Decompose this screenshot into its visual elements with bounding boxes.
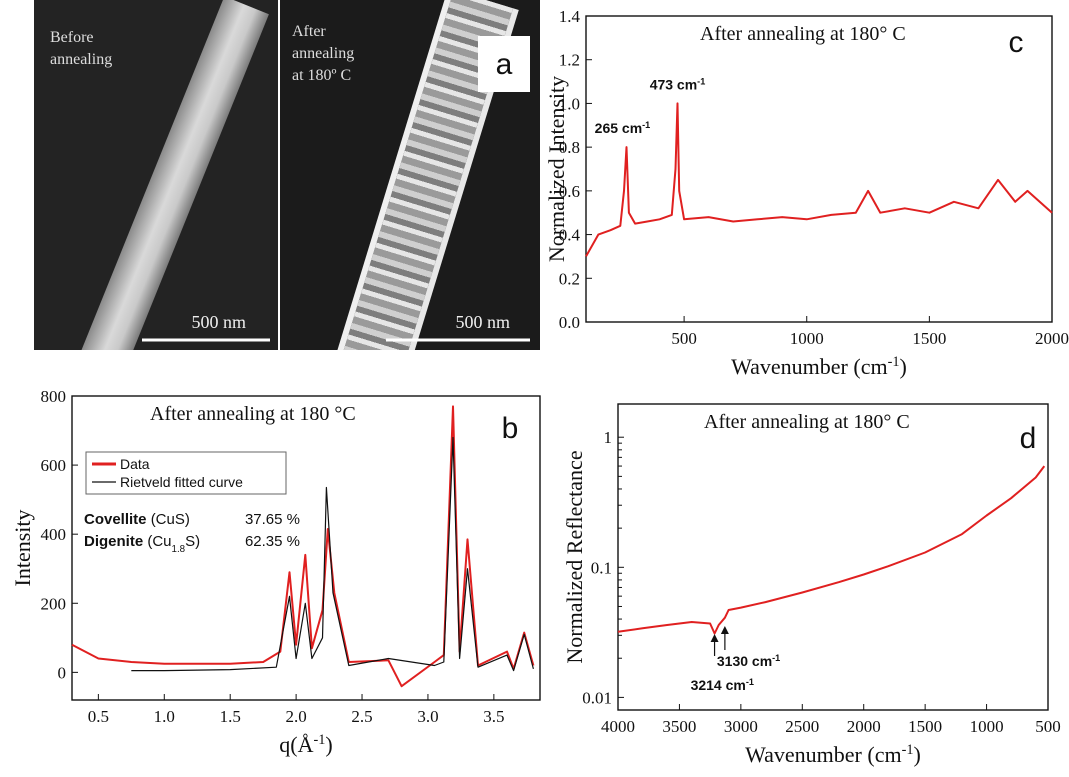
- x-tick-label: 500: [671, 329, 697, 348]
- series-line-0: [585, 102, 1053, 257]
- phase-row-1: Digenite (Cu1.8S): [84, 533, 200, 555]
- after-label-line1: After: [292, 23, 326, 40]
- y-tick-label: 0.0: [559, 313, 580, 332]
- phase-percent-0: 37.65 %: [245, 511, 300, 528]
- x-tick-label: 1500: [908, 717, 942, 736]
- plot-frame: [585, 15, 1053, 323]
- x-tick-label: 4000: [601, 717, 635, 736]
- y-tick-label: 1.4: [559, 7, 581, 26]
- y-tick-label: 400: [41, 525, 67, 544]
- x-tick-label: 1.5: [220, 707, 241, 726]
- x-tick-label: 1000: [790, 329, 824, 348]
- y-tick-label: 800: [41, 387, 67, 406]
- chart-title: After annealing at 180 °C: [150, 403, 356, 425]
- x-tick-label: 3000: [724, 717, 758, 736]
- panel-c-letter: c: [1009, 26, 1024, 59]
- y-tick-label: 0.2: [559, 269, 580, 288]
- x-tick-label: 2000: [847, 717, 881, 736]
- y-tick-label: 0.01: [582, 688, 612, 707]
- y-axis-label: Normalized Intensity: [544, 76, 569, 262]
- y-tick-label: 0.8: [559, 138, 580, 157]
- x-tick-label: 1000: [970, 717, 1004, 736]
- phase-row-0: Covellite (CuS): [84, 511, 190, 528]
- x-tick-label: 500: [1035, 717, 1061, 736]
- legend-label-0: Data: [120, 456, 150, 472]
- panel-d-letter: d: [1020, 422, 1037, 455]
- legend-label-1: Rietveld fitted curve: [120, 474, 243, 490]
- series-line-0: [617, 465, 1046, 635]
- chart-title: After annealing at 180° C: [700, 23, 906, 45]
- x-tick-label: 1500: [912, 329, 946, 348]
- legend-box: [85, 451, 287, 495]
- x-tick-label: 0.5: [88, 707, 109, 726]
- y-tick-label: 600: [41, 456, 67, 475]
- y-tick-label: 0.4: [559, 226, 581, 245]
- micrograph-before: [34, 0, 278, 350]
- peak-label-3130: 3130 cm-1: [717, 653, 780, 669]
- plot-frame: [617, 403, 1049, 711]
- y-tick-label: 1: [604, 428, 613, 447]
- before-label-line1: Before: [50, 29, 94, 46]
- series-line-1: [131, 436, 534, 672]
- x-axis-label: q(Å-1): [279, 732, 332, 757]
- legend: Data Rietveld fitted curve: [85, 451, 287, 495]
- x-tick-label: 3500: [662, 717, 696, 736]
- peak-label-3214: 3214 cm-1: [691, 677, 754, 693]
- panel-a-letter-box: [478, 36, 530, 92]
- x-tick-label: 2000: [1035, 329, 1069, 348]
- x-tick-label: 2.5: [351, 707, 372, 726]
- x-tick-label: 1.0: [154, 707, 175, 726]
- peak-label: 265 cm-1: [595, 120, 651, 136]
- y-tick-label: 1.2: [559, 51, 580, 70]
- y-tick-label: 0: [58, 663, 67, 682]
- chart-title: After annealing at 180° C: [704, 411, 910, 433]
- y-tick-label: 0.6: [559, 182, 580, 201]
- chart-c-raman: 0.0 0.2 0.4 0.6 0.8 1.0 1.2 1.4 500 1000 1500 2000 W…: [544, 7, 1069, 379]
- scale-label-left: 500 nm: [191, 312, 246, 332]
- scale-label-right: 500 nm: [455, 312, 510, 332]
- x-axis-label: Wavenumber (cm-1): [731, 354, 907, 379]
- before-label-line2: annealing: [50, 51, 112, 68]
- arrowhead-3214: [710, 634, 719, 642]
- x-tick-label: 2.0: [285, 707, 306, 726]
- y-axis-label: Intensity: [10, 510, 35, 587]
- y-axis-label: Normalized Reflectance: [562, 450, 587, 663]
- y-tick-label: 200: [41, 594, 67, 613]
- x-axis-label: Wavenumber (cm-1): [745, 742, 921, 767]
- y-tick-label: 0.1: [591, 558, 612, 577]
- after-label-line2: annealing: [292, 45, 354, 62]
- peak-label: 473 cm-1: [650, 76, 706, 92]
- chart-d-reflectance: 0.01 0.1 1 4000 3500 3000 2500 2000 1500 1000 500 W…: [562, 403, 1061, 767]
- arrowhead-3130: [720, 626, 729, 634]
- y-tick-label: 1.0: [559, 94, 580, 113]
- after-label-line3: at 180º C: [292, 67, 351, 84]
- chart-b-xrd: 0 200 400 600 800 0.5 1.0 1.5 2.0 2.5 3.0 3.5 q(Å-1)…: [10, 387, 541, 757]
- panel-a-letter: a: [496, 48, 513, 81]
- x-tick-label: 2500: [785, 717, 819, 736]
- x-tick-label: 3.5: [483, 707, 504, 726]
- plot-frame: [71, 395, 541, 701]
- phase-percent-1: 62.35 %: [245, 533, 300, 550]
- panel-a-labels: Before annealing After annealing at 180º…: [50, 23, 530, 342]
- panel-b-letter: b: [502, 412, 519, 445]
- x-tick-label: 3.0: [417, 707, 438, 726]
